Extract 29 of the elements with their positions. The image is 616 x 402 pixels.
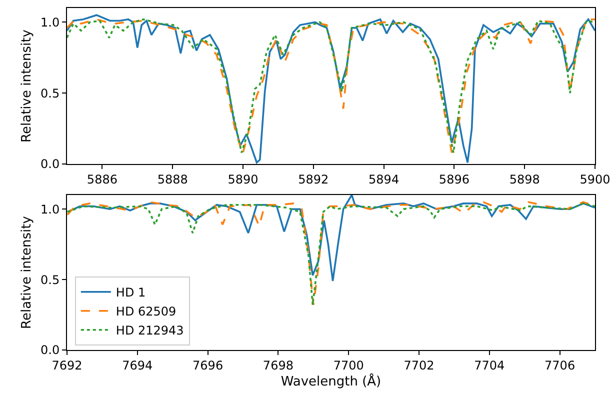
y-axis-title: Relative intensity: [19, 216, 34, 329]
x-tick-label: 7700: [333, 358, 364, 372]
x-tick-label: 7698: [262, 358, 294, 372]
x-tick-label: 5892: [298, 172, 329, 186]
legend-label: HD 212943: [116, 324, 184, 338]
y-tick-label: 0.5: [40, 86, 60, 100]
y-tick-label: 0.0: [40, 157, 60, 172]
line-series: [67, 195, 595, 282]
y-axis-title: Relative intensity: [19, 29, 34, 142]
x-tick-label: 7692: [52, 358, 82, 372]
x-tick-label: 5890: [228, 172, 258, 186]
legend-label: HD 1: [116, 286, 146, 300]
y-tick-label: 0.5: [40, 272, 60, 287]
x-tick-label: 5888: [157, 172, 188, 186]
x-tick-label: 5886: [86, 172, 118, 186]
x-tick-label: 7706: [544, 358, 576, 372]
x-tick-label: 5898: [509, 172, 540, 186]
y-tick-label: 1.0: [40, 15, 60, 30]
x-tick-label: 7704: [474, 358, 505, 372]
x-tick-label: 7702: [404, 358, 434, 372]
y-tick-label: 1.0: [40, 202, 60, 216]
x-axis-title: Wavelength (Å): [280, 372, 382, 390]
x-tick-label: 5900: [580, 172, 610, 186]
x-tick-label: 7696: [192, 358, 224, 372]
y-tick-label: 0.0: [40, 343, 60, 358]
x-tick-label: 5894: [368, 172, 400, 186]
legend-label: HD 62509: [116, 304, 176, 319]
x-tick-label: 5896: [438, 172, 470, 186]
x-tick-label: 7694: [122, 358, 153, 372]
